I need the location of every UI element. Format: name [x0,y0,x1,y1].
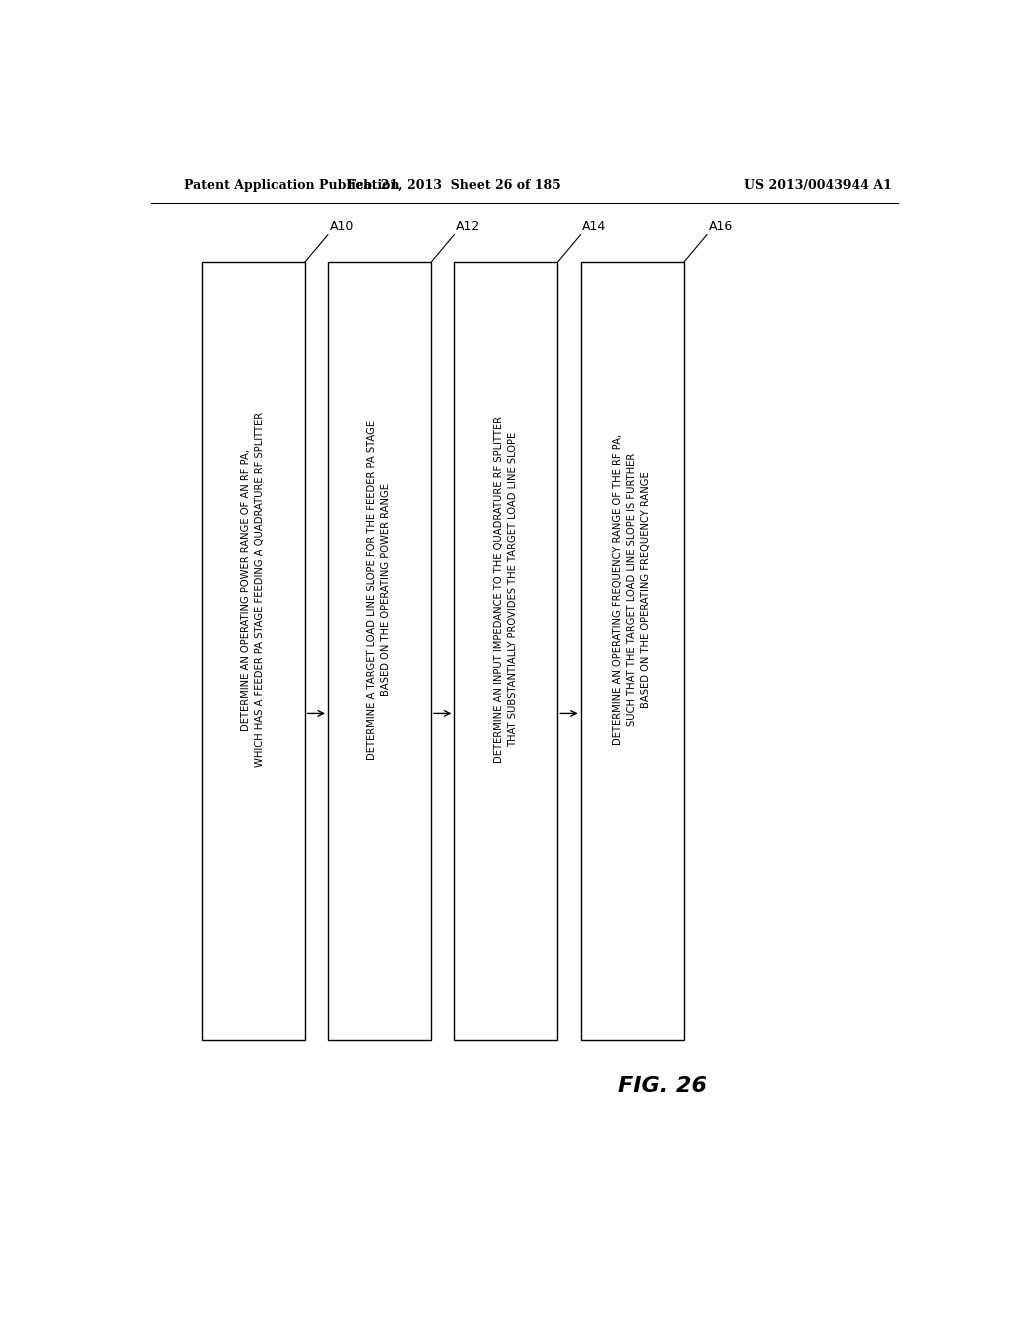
Text: US 2013/0043944 A1: US 2013/0043944 A1 [743,178,892,191]
Text: A10: A10 [330,220,354,234]
Text: Patent Application Publication: Patent Application Publication [183,178,399,191]
Text: A14: A14 [583,220,606,234]
Text: Feb. 21, 2013  Sheet 26 of 185: Feb. 21, 2013 Sheet 26 of 185 [347,178,560,191]
Text: FIG. 26: FIG. 26 [618,1076,708,1096]
Text: DETERMINE AN OPERATING FREQUENCY RANGE OF THE RF PA,
SUCH THAT THE TARGET LOAD L: DETERMINE AN OPERATING FREQUENCY RANGE O… [613,434,651,746]
Bar [328,263,431,1040]
Text: DETERMINE A TARGET LOAD LINE SLOPE FOR THE FEEDER PA STAGE
BASED ON THE OPERATIN: DETERMINE A TARGET LOAD LINE SLOPE FOR T… [368,420,391,760]
Text: A12: A12 [456,220,480,234]
Bar [202,263,305,1040]
Bar [455,263,557,1040]
Bar [581,263,684,1040]
Text: DETERMINE AN OPERATING POWER RANGE OF AN RF PA,
WHICH HAS A FEEDER PA STAGE FEED: DETERMINE AN OPERATING POWER RANGE OF AN… [242,412,265,767]
Text: DETERMINE AN INPUT IMPEDANCE TO THE QUADRATURE RF SPLITTER
THAT SUBSTANTIALLY PR: DETERMINE AN INPUT IMPEDANCE TO THE QUAD… [494,416,518,763]
Text: A16: A16 [709,220,733,234]
